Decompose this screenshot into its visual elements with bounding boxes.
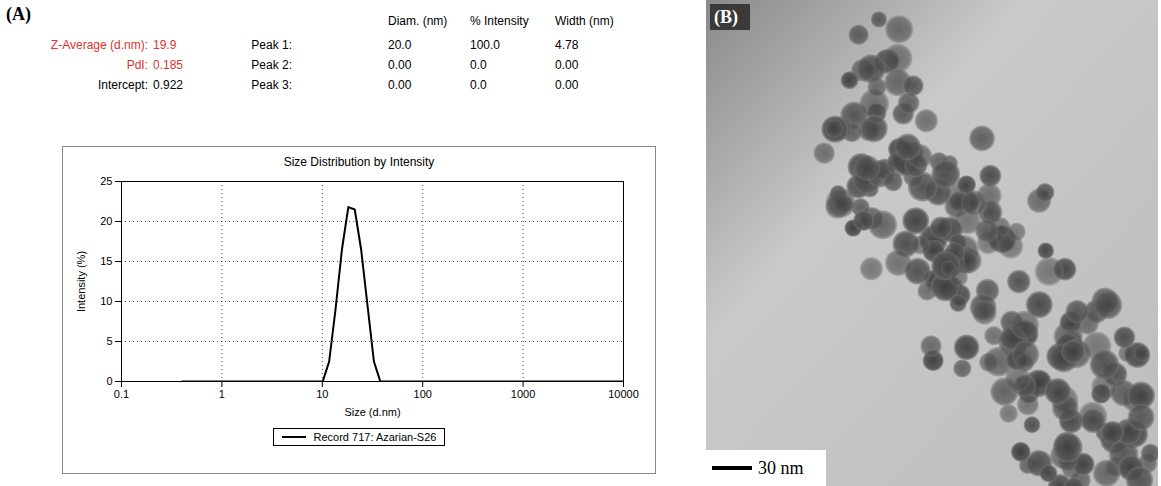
html-text:100.0: 100.0 [470, 38, 500, 52]
svg-text:100: 100 [414, 388, 432, 400]
html-text:PdI:: PdI: [126, 58, 148, 72]
html-text:Diam. (nm): Diam. (nm) [388, 14, 448, 28]
html-text:Intercept:: Intercept: [98, 78, 148, 92]
html-text:% Intensity: % Intensity [470, 14, 529, 28]
svg-text:30 nm: 30 nm [758, 458, 804, 478]
html-text:Peak 1:: Peak 1: [251, 38, 292, 52]
html-text:Width (nm): Width (nm) [555, 14, 614, 28]
html-text:0.0: 0.0 [470, 58, 487, 72]
html-text:0.00: 0.00 [555, 78, 579, 92]
svg-text:5: 5 [106, 335, 112, 347]
svg-text:10: 10 [100, 295, 112, 307]
html-text:0.922: 0.922 [153, 78, 183, 92]
html-text:Z-Average (d.nm):: Z-Average (d.nm): [50, 38, 148, 52]
html-text:(A): (A) [6, 4, 31, 24]
svg-text:Size (d.nm): Size (d.nm) [344, 406, 400, 418]
html-text:20.0: 20.0 [388, 38, 412, 52]
svg-text:Intensity (%): Intensity (%) [75, 251, 87, 312]
html-text:Size Distribution by Intensity: Size Distribution by Intensity [283, 155, 435, 169]
html-text:0.00: 0.00 [388, 58, 412, 72]
html-text:Record 717: Azarian-S26: Record 717: Azarian-S26 [313, 431, 437, 443]
svg-text:1000: 1000 [511, 388, 535, 400]
svg-text:15: 15 [100, 255, 112, 267]
svg-text:10: 10 [316, 388, 328, 400]
svg-text:20: 20 [100, 215, 112, 227]
html-text:Peak 2:: Peak 2: [251, 58, 292, 72]
svg-text:25: 25 [100, 175, 112, 187]
svg-text:0: 0 [106, 375, 112, 387]
svg-text:0.1: 0.1 [114, 388, 129, 400]
html-text:0.00: 0.00 [388, 78, 412, 92]
html-text:0.00: 0.00 [555, 58, 579, 72]
svg-text:1: 1 [219, 388, 225, 400]
html-text:Peak 3:: Peak 3: [251, 78, 292, 92]
html-text:0.185: 0.185 [153, 58, 183, 72]
html-text:19.9: 19.9 [153, 38, 177, 52]
html-text:0.0: 0.0 [470, 78, 487, 92]
svg-text:10000: 10000 [608, 388, 639, 400]
svg-text:(B): (B) [714, 7, 738, 28]
html-text:4.78: 4.78 [555, 38, 579, 52]
